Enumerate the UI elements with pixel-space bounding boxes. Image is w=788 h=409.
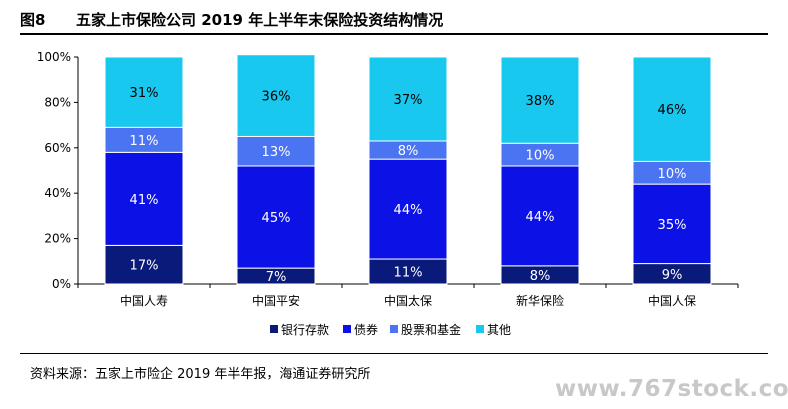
- x-tick-label: 中国人寿: [120, 293, 168, 308]
- legend-swatch: [390, 325, 398, 333]
- data-label: 46%: [658, 103, 687, 118]
- bar-segment: [632, 183, 712, 265]
- figure-label: 图8: [20, 11, 46, 29]
- data-label: 8%: [530, 269, 551, 284]
- bar-segment: [104, 151, 184, 246]
- y-tick-label: 100%: [37, 50, 71, 64]
- bar-segment: [368, 56, 448, 142]
- x-axis: 中国人寿 中国平安 中国太保 新华保险 中国人保: [77, 283, 739, 308]
- bar-segment: [632, 56, 712, 162]
- data-label: 13%: [262, 145, 291, 160]
- x-tick-label: 中国太保: [384, 293, 432, 308]
- data-label: 44%: [526, 210, 555, 225]
- y-tick-label: 0%: [52, 277, 71, 291]
- x-tick-label: 新华保险: [516, 293, 564, 308]
- y-tick-label: 40%: [44, 186, 71, 200]
- data-label: 41%: [130, 193, 159, 208]
- data-label: 11%: [394, 266, 423, 281]
- data-label: 17%: [130, 259, 159, 274]
- data-label: 35%: [658, 218, 687, 233]
- bar-segment: [104, 56, 184, 128]
- data-label-group: 17% 41% 11% 31% 7% 45% 13% 36% 11% 44% 8% 37% 8% 44% 1…: [130, 86, 687, 285]
- bar-segment: [500, 56, 580, 144]
- x-tick-label: 中国人保: [648, 293, 696, 308]
- data-label: 11%: [130, 134, 159, 149]
- legend-swatch: [270, 325, 278, 333]
- stacked-bar-chart: 0%20%40%60%80%100% 中国人寿 中国平安 中国太保 新华保险 中国人保 …: [37, 50, 739, 337]
- legend-swatch: [343, 325, 351, 333]
- legend-label: 其他: [487, 323, 511, 337]
- bar-segment: [368, 158, 448, 260]
- x-tick-label: 中国平安: [252, 293, 300, 308]
- bar-segment: [236, 135, 316, 167]
- data-label: 8%: [398, 144, 419, 159]
- bar-segment: [236, 165, 316, 269]
- legend: 银行存款 债券 股票和基金 其他: [270, 322, 511, 337]
- data-label: 10%: [658, 167, 687, 182]
- y-tick-label: 20%: [44, 232, 71, 246]
- data-label: 9%: [662, 268, 683, 283]
- bottom-rule: [20, 353, 768, 354]
- figure-header: 图8 五家上市保险公司 2019 年上半年末保险投资结构情况: [0, 0, 788, 34]
- data-label: 36%: [262, 90, 291, 105]
- bar-group: [104, 54, 712, 285]
- chart-title: 五家上市保险公司 2019 年上半年末保险投资结构情况: [76, 11, 444, 29]
- bar-segment: [500, 165, 580, 267]
- bar-segment: [236, 54, 316, 137]
- legend-swatch: [476, 325, 484, 333]
- data-label: 10%: [526, 149, 555, 164]
- source-note: 资料来源：五家上市险企 2019 年半年报，海通证券研究所: [30, 367, 371, 382]
- bar-segment: [368, 258, 448, 285]
- top-rule: [20, 33, 768, 35]
- y-tick-label: 60%: [44, 141, 71, 155]
- legend-label: 银行存款: [281, 323, 329, 337]
- data-label: 38%: [526, 94, 555, 109]
- watermark: www.767stock.com: [555, 376, 788, 402]
- data-label: 44%: [394, 203, 423, 218]
- legend-label: 债券: [354, 322, 378, 337]
- legend-label: 股票和基金: [401, 322, 461, 337]
- y-axis: 0% 20% 40% 60% 80% 100%: [37, 50, 79, 291]
- data-label: 31%: [130, 86, 159, 101]
- data-label: 45%: [262, 211, 291, 226]
- y-tick-label: 80%: [44, 95, 71, 109]
- data-label: 37%: [394, 93, 423, 108]
- data-label: 7%: [266, 270, 287, 285]
